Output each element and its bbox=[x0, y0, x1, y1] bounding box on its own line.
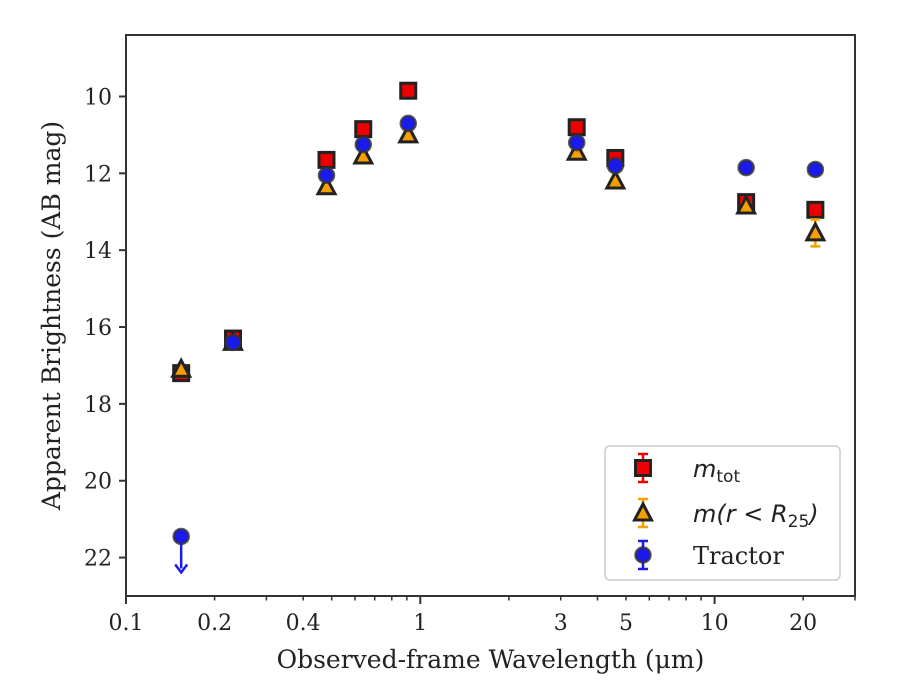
data-point-circle bbox=[172, 527, 190, 546]
data-point-triangle bbox=[397, 122, 420, 144]
legend-marker-triangle bbox=[632, 500, 654, 522]
legend-entry-1: mtot bbox=[634, 452, 740, 487]
data-point-square bbox=[806, 200, 825, 219]
x-tick-label: 20 bbox=[789, 611, 817, 636]
series-1 bbox=[172, 81, 825, 383]
data-point-square bbox=[317, 150, 336, 169]
y-tick-label: 20 bbox=[84, 470, 112, 495]
y-tick-label: 18 bbox=[84, 393, 112, 418]
data-point-square bbox=[354, 120, 373, 139]
legend-entry-3: Tractor bbox=[634, 539, 784, 571]
data-point-triangle bbox=[604, 168, 627, 190]
data-point-circle bbox=[354, 135, 373, 154]
legend-marker-circle bbox=[634, 546, 652, 564]
y-axis-ticks: 10 12 14 16 18 20 22 bbox=[84, 85, 126, 572]
legend: mtot m(r < R25) Tractor bbox=[604, 445, 841, 581]
legend-label: mtot bbox=[693, 455, 740, 487]
y-tick-label: 16 bbox=[84, 316, 112, 341]
data-point-circle bbox=[399, 114, 417, 133]
data-point-circle bbox=[317, 166, 336, 184]
legend-entry-2: m(r < R25) bbox=[632, 497, 819, 532]
data-point-circle bbox=[737, 158, 755, 177]
y-tick-label: 10 bbox=[84, 85, 112, 110]
y-axis-label: Apparent Brightness (AB mag) bbox=[37, 121, 66, 511]
x-tick-label: 0.2 bbox=[197, 611, 232, 636]
x-axis-label: Observed-frame Wavelength (μm) bbox=[277, 645, 705, 674]
x-tick-label: 0.1 bbox=[109, 611, 144, 636]
data-point-triangle bbox=[352, 143, 375, 165]
plot-frame bbox=[125, 34, 856, 597]
x-tick-label: 5 bbox=[619, 611, 633, 636]
data-point-square bbox=[567, 118, 586, 137]
upper-limit-arrowhead bbox=[174, 563, 189, 575]
legend-label: Tractor bbox=[693, 542, 784, 570]
data-point-triangle bbox=[804, 220, 827, 242]
legend-box bbox=[604, 445, 841, 581]
data-point-circle bbox=[806, 160, 825, 179]
data-point-triangle bbox=[315, 174, 338, 196]
x-tick-label: 3 bbox=[554, 611, 568, 636]
data-point-triangle bbox=[170, 357, 193, 378]
data-point-square bbox=[399, 81, 418, 100]
y-tick-label: 22 bbox=[84, 547, 112, 572]
x-tick-label: 1 bbox=[413, 611, 427, 636]
data-point-circle bbox=[606, 156, 625, 175]
data-point-triangle bbox=[735, 193, 758, 215]
y-tick-label: 12 bbox=[84, 162, 112, 187]
data-markers bbox=[170, 81, 827, 575]
legend-label: m(r < R25) bbox=[693, 500, 819, 532]
series-3 bbox=[172, 114, 825, 575]
y-tick-label: 14 bbox=[84, 239, 112, 264]
data-point-circle bbox=[224, 333, 242, 352]
legend-marker-square bbox=[634, 459, 652, 477]
x-tick-label: 0.4 bbox=[286, 611, 321, 636]
series-2 bbox=[170, 122, 827, 378]
x-axis-ticks: 0.1 0.2 0.4 1 3 5 10 20 bbox=[109, 596, 856, 636]
x-tick-label: 10 bbox=[701, 611, 729, 636]
data-point-circle bbox=[567, 133, 586, 152]
